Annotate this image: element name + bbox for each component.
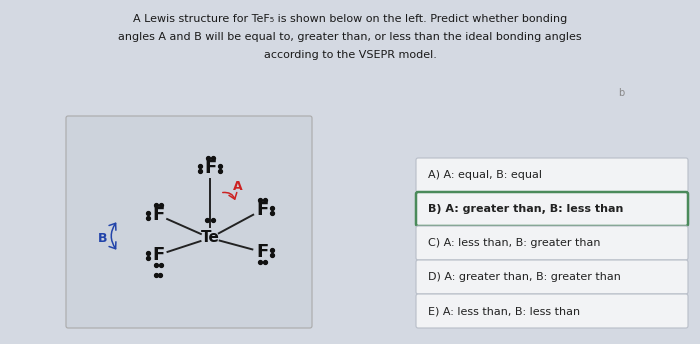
Text: F: F: [256, 243, 268, 261]
Text: F: F: [152, 206, 164, 224]
Text: E) A: less than, B: less than: E) A: less than, B: less than: [428, 306, 580, 316]
FancyArrowPatch shape: [223, 192, 237, 199]
Text: Te: Te: [201, 230, 219, 246]
Text: A: A: [233, 180, 243, 193]
Text: B: B: [98, 232, 108, 245]
Text: angles A and B will be equal to, greater than, or less than the ideal bonding an: angles A and B will be equal to, greater…: [118, 32, 582, 42]
Text: according to the VSEPR model.: according to the VSEPR model.: [264, 50, 436, 60]
FancyBboxPatch shape: [416, 158, 688, 192]
FancyBboxPatch shape: [416, 192, 688, 226]
Text: F: F: [204, 159, 216, 177]
Text: F: F: [152, 246, 164, 264]
Text: A) A: equal, B: equal: A) A: equal, B: equal: [428, 170, 542, 180]
FancyBboxPatch shape: [416, 260, 688, 294]
Text: D) A: greater than, B: greater than: D) A: greater than, B: greater than: [428, 272, 621, 282]
Text: F: F: [256, 201, 268, 219]
FancyBboxPatch shape: [416, 294, 688, 328]
Text: B) A: greater than, B: less than: B) A: greater than, B: less than: [428, 204, 624, 214]
FancyBboxPatch shape: [66, 116, 312, 328]
Text: b: b: [618, 88, 624, 98]
FancyArrowPatch shape: [109, 223, 116, 249]
Text: A Lewis structure for TeF₅ is shown below on the left. Predict whether bonding: A Lewis structure for TeF₅ is shown belo…: [133, 14, 567, 24]
FancyBboxPatch shape: [416, 226, 688, 260]
Text: C) A: less than, B: greater than: C) A: less than, B: greater than: [428, 238, 601, 248]
